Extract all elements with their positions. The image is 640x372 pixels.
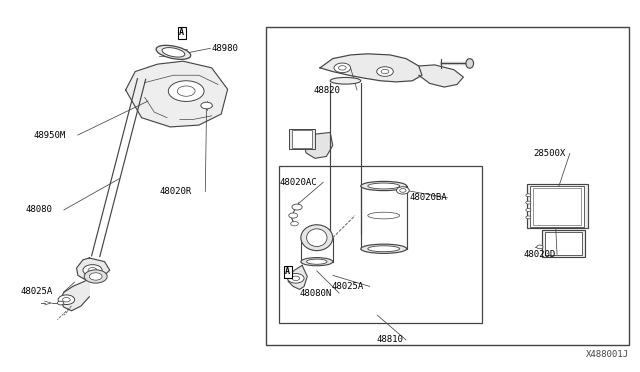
Circle shape	[526, 209, 531, 211]
Bar	[527, 184, 588, 228]
Bar	[278, 166, 483, 323]
Text: 48820: 48820	[314, 86, 340, 94]
Circle shape	[339, 65, 346, 70]
Ellipse shape	[307, 229, 327, 247]
Text: 48810: 48810	[376, 336, 403, 344]
Circle shape	[526, 216, 531, 219]
Ellipse shape	[162, 48, 185, 57]
Polygon shape	[320, 54, 422, 82]
Ellipse shape	[156, 45, 191, 60]
Text: X488001J: X488001J	[586, 350, 629, 359]
Text: 48025A: 48025A	[332, 282, 364, 291]
Bar	[266, 27, 629, 345]
Ellipse shape	[361, 182, 406, 190]
Text: 48980: 48980	[212, 44, 239, 53]
Polygon shape	[60, 279, 90, 311]
Ellipse shape	[301, 258, 333, 266]
Text: 48020D: 48020D	[524, 250, 556, 259]
Text: A: A	[179, 28, 184, 37]
Ellipse shape	[307, 259, 327, 264]
Circle shape	[63, 298, 70, 302]
Text: 48025A: 48025A	[20, 288, 52, 296]
Text: 48020BA: 48020BA	[409, 193, 447, 202]
Circle shape	[399, 189, 406, 192]
Circle shape	[84, 270, 107, 283]
Circle shape	[291, 221, 298, 226]
Polygon shape	[125, 61, 228, 127]
Text: 48080N: 48080N	[300, 289, 332, 298]
Polygon shape	[77, 258, 109, 279]
Circle shape	[177, 86, 195, 96]
Bar	[292, 130, 312, 148]
Circle shape	[292, 204, 302, 210]
Polygon shape	[419, 65, 463, 87]
Text: 48950M: 48950M	[33, 131, 65, 140]
Circle shape	[90, 273, 102, 280]
Circle shape	[537, 245, 543, 249]
Circle shape	[526, 201, 531, 204]
Circle shape	[168, 81, 204, 102]
Circle shape	[287, 273, 304, 283]
Ellipse shape	[330, 77, 361, 84]
Ellipse shape	[368, 246, 399, 252]
Ellipse shape	[368, 183, 399, 189]
Circle shape	[83, 264, 102, 276]
Circle shape	[58, 301, 64, 305]
Text: 48020R: 48020R	[159, 187, 191, 196]
Circle shape	[88, 267, 97, 273]
Circle shape	[526, 194, 531, 197]
Circle shape	[289, 213, 298, 218]
Ellipse shape	[466, 59, 474, 68]
Circle shape	[396, 187, 409, 194]
Circle shape	[334, 63, 351, 73]
Ellipse shape	[361, 244, 406, 253]
Polygon shape	[288, 265, 307, 289]
Text: A: A	[285, 267, 290, 276]
Ellipse shape	[301, 225, 333, 251]
Polygon shape	[304, 132, 333, 158]
Circle shape	[292, 276, 300, 280]
Bar	[289, 129, 315, 149]
Text: 48080: 48080	[26, 205, 52, 215]
Circle shape	[201, 102, 212, 109]
Circle shape	[377, 67, 394, 76]
Circle shape	[381, 69, 389, 74]
Bar	[545, 232, 582, 255]
Bar	[531, 186, 584, 227]
Bar	[541, 230, 585, 257]
Bar	[534, 188, 581, 225]
Text: 28500X: 28500X	[534, 149, 566, 158]
Text: 48020AC: 48020AC	[280, 178, 317, 187]
Circle shape	[58, 295, 75, 305]
